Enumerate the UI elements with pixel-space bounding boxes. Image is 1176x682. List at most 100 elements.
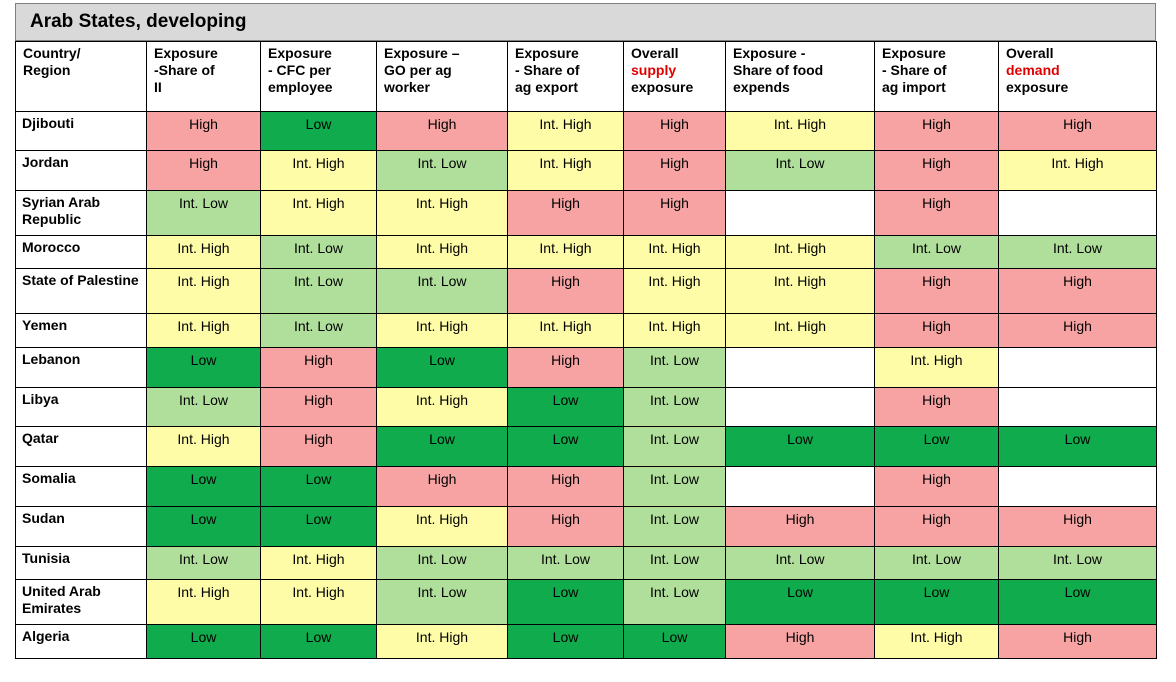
rating-cell: High <box>998 111 1157 151</box>
country-cell: Morocco <box>15 235 147 269</box>
rating-cell: Int. High <box>146 313 261 348</box>
rating-cell: Low <box>998 426 1157 467</box>
rating-cell: High <box>874 150 999 191</box>
rating-cell: Int. Low <box>260 235 377 269</box>
rating-cell: Int. High <box>260 546 377 580</box>
country-cell: United Arab Emirates <box>15 579 147 625</box>
rating-cell: Low <box>874 426 999 467</box>
column-header-line: expends <box>733 79 790 95</box>
rating-cell: Low <box>260 506 377 547</box>
rating-cell: High <box>998 624 1157 659</box>
country-cell: Lebanon <box>15 347 147 388</box>
rating-cell: Int. High <box>260 190 377 236</box>
rating-cell: Int. Low <box>725 546 875 580</box>
column-header-0: Country/Region <box>15 41 147 112</box>
rating-cell: High <box>507 506 624 547</box>
rating-cell: Int. Low <box>874 546 999 580</box>
table-row: Somalia Low Low High High Int. Low High <box>15 466 1157 507</box>
rating-cell: Int. Low <box>623 506 726 547</box>
table-row: Algeria Low Low Int. High Low Low High Int. Hig… <box>15 624 1157 659</box>
rating-cell: High <box>376 111 508 151</box>
column-header-line: Exposure - <box>733 45 806 61</box>
rating-cell: Int. High <box>725 313 875 348</box>
rating-cell: Int. High <box>507 235 624 269</box>
table-row: Djibouti High Low High Int. High High Int. Hig… <box>15 111 1157 151</box>
rating-cell: Int. Low <box>376 150 508 191</box>
country-cell: Algeria <box>15 624 147 659</box>
rating-cell <box>725 347 875 388</box>
rating-cell <box>998 347 1157 388</box>
rating-cell: Int. Low <box>507 546 624 580</box>
rating-cell <box>998 387 1157 427</box>
country-cell: Jordan <box>15 150 147 191</box>
rating-cell: Int. Low <box>260 313 377 348</box>
rating-cell: Int. Low <box>623 546 726 580</box>
rating-cell: Int. High <box>874 347 999 388</box>
column-header-line: Overall <box>631 45 679 61</box>
rating-cell: Int. High <box>623 268 726 314</box>
column-header-6: Exposure - Share of food expends <box>725 41 875 112</box>
rating-cell: Int. High <box>376 190 508 236</box>
rating-cell: Int. Low <box>376 546 508 580</box>
rating-cell: Low <box>146 624 261 659</box>
rating-cell: Int. High <box>507 313 624 348</box>
rating-cell <box>998 190 1157 236</box>
rating-cell: Int. Low <box>623 466 726 507</box>
rating-cell: Int. Low <box>998 546 1157 580</box>
rating-cell: Int. Low <box>146 387 261 427</box>
rating-cell: Int. Low <box>874 235 999 269</box>
column-header-line: II <box>154 79 162 95</box>
rating-cell: Low <box>260 111 377 151</box>
rating-cell: Int. Low <box>623 387 726 427</box>
column-header-line: employee <box>268 79 333 95</box>
column-header-2: Exposure - CFC per employee <box>260 41 377 112</box>
rating-cell: Int. High <box>623 313 726 348</box>
rating-cell: Int. High <box>376 235 508 269</box>
rating-cell: Int. Low <box>146 546 261 580</box>
column-header-line: Exposure <box>515 45 579 61</box>
rating-cell: Low <box>507 387 624 427</box>
rating-cell: High <box>260 426 377 467</box>
rating-cell: Int. Low <box>376 268 508 314</box>
rating-cell: Int. High <box>376 313 508 348</box>
rating-cell <box>725 190 875 236</box>
column-header-line: ag import <box>882 79 946 95</box>
rating-cell: High <box>507 466 624 507</box>
rating-cell <box>725 387 875 427</box>
rating-cell: Low <box>260 466 377 507</box>
rating-cell: Int. High <box>998 150 1157 191</box>
column-header-line: demand <box>1006 62 1060 78</box>
rating-cell: High <box>998 268 1157 314</box>
column-header-line: worker <box>384 79 430 95</box>
column-header-line: exposure <box>631 79 694 95</box>
rating-cell: Int. High <box>725 111 875 151</box>
country-cell: Syrian Arab Republic <box>15 190 147 236</box>
rating-cell: Int. High <box>146 268 261 314</box>
rating-cell: Int. High <box>376 506 508 547</box>
rating-cell: Low <box>260 624 377 659</box>
exposure-table-container: Arab States, developing Country/Region Ex… <box>15 3 1157 659</box>
rating-cell: High <box>623 190 726 236</box>
rating-cell: Int. High <box>146 426 261 467</box>
rating-cell: High <box>874 387 999 427</box>
column-header-line: - CFC per <box>268 62 331 78</box>
rating-cell: Int. High <box>376 624 508 659</box>
rating-cell: Int. High <box>376 387 508 427</box>
country-cell: Tunisia <box>15 546 147 580</box>
rating-cell: Low <box>146 347 261 388</box>
rating-cell: Low <box>507 624 624 659</box>
rating-cell: Low <box>998 579 1157 625</box>
rating-cell: High <box>725 506 875 547</box>
column-header-line: -Share of <box>154 62 215 78</box>
table-row: United Arab Emirates Int. High Int. High In… <box>15 579 1157 625</box>
column-header-line: GO per ag <box>384 62 452 78</box>
country-cell: Djibouti <box>15 111 147 151</box>
country-cell: Sudan <box>15 506 147 547</box>
table-row: Tunisia Int. Low Int. High Int. Low Int. Low… <box>15 546 1157 580</box>
table-row: Sudan Low Low Int. High High Int. Low High High… <box>15 506 1157 547</box>
rating-cell: Int. Low <box>998 235 1157 269</box>
table-row: State of Palestine Int. High Int. Low Int. … <box>15 268 1157 314</box>
country-cell: Somalia <box>15 466 147 507</box>
rating-cell: High <box>725 624 875 659</box>
column-header-line: Country/ <box>23 45 81 61</box>
